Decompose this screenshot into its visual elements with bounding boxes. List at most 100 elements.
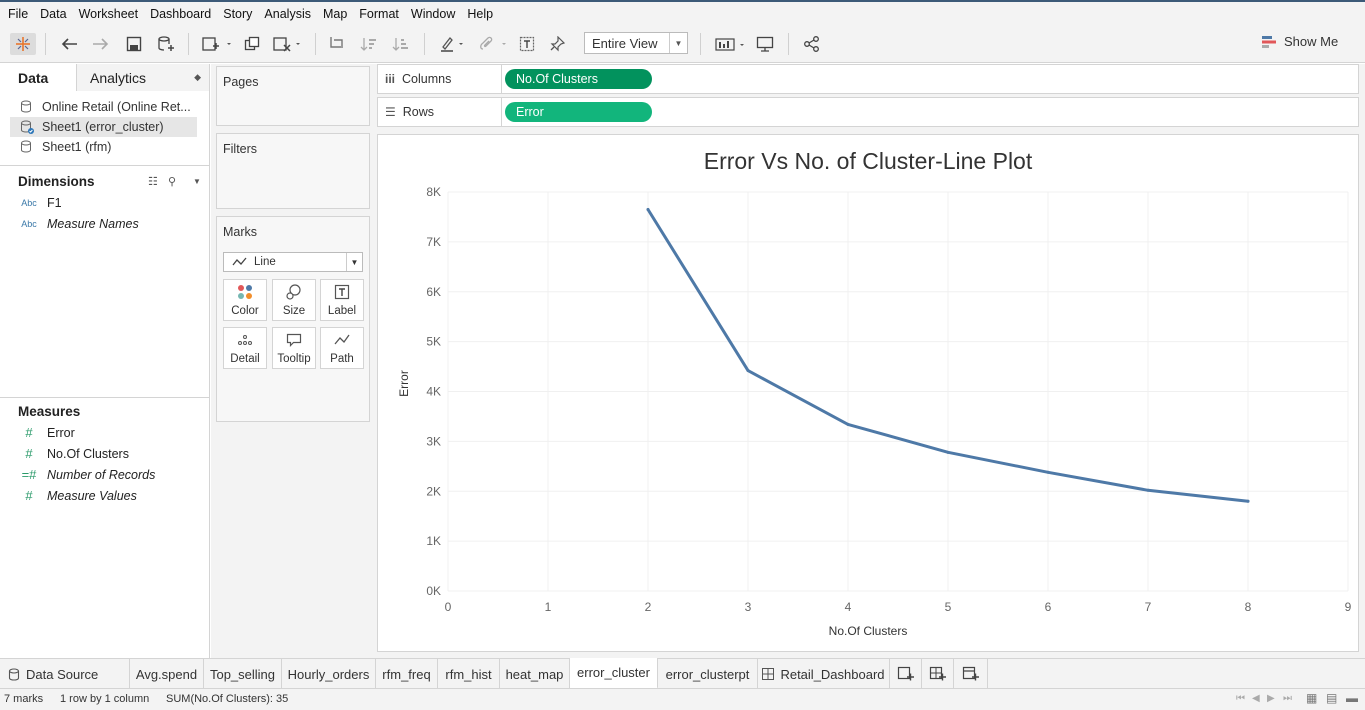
duplicate-sheet-icon[interactable] bbox=[241, 33, 263, 55]
tab-data[interactable]: Data bbox=[0, 64, 77, 91]
add-datasource-icon[interactable] bbox=[155, 33, 177, 55]
tableau-logo-icon[interactable] bbox=[10, 33, 36, 55]
presentation-cards-icon[interactable] bbox=[712, 33, 748, 55]
previous-sheet-icon[interactable]: ◀ bbox=[1252, 693, 1260, 704]
redo-icon[interactable] bbox=[90, 33, 112, 55]
sort-descending-icon[interactable] bbox=[390, 33, 412, 55]
view-canvas[interactable]: Error Vs No. of Cluster-Line Plot 0K 1K 2K 3… bbox=[377, 134, 1359, 652]
show-me-button[interactable]: Show Me bbox=[1262, 34, 1338, 49]
label-button[interactable]: Label bbox=[320, 279, 364, 321]
tabs-view-icon[interactable]: ▬ bbox=[1346, 691, 1358, 705]
dimensions-title: Dimensions bbox=[18, 173, 95, 189]
filmstrip-view-icon[interactable]: ▦ bbox=[1306, 691, 1318, 705]
tab-data-source[interactable]: Data Source bbox=[0, 659, 130, 689]
undo-icon[interactable] bbox=[58, 33, 80, 55]
sheet-tab[interactable]: heat_map bbox=[500, 659, 570, 689]
menu-map[interactable]: Map bbox=[322, 6, 348, 21]
x-tick-label: 4 bbox=[845, 600, 852, 614]
menu-story[interactable]: Story bbox=[223, 6, 253, 21]
datasource-item[interactable]: Sheet1 (rfm) bbox=[0, 137, 209, 157]
first-sheet-icon[interactable]: ⏮ bbox=[1236, 693, 1245, 704]
sort-ascending-icon[interactable] bbox=[358, 33, 380, 55]
dimension-field[interactable]: Abc Measure Names bbox=[0, 213, 209, 234]
tooltip-button[interactable]: Tooltip bbox=[272, 327, 316, 369]
detail-button[interactable]: Detail bbox=[223, 327, 267, 369]
fix-axes-pin-icon[interactable] bbox=[546, 33, 568, 55]
datasource-item[interactable]: Online Retail (Online Ret... bbox=[0, 97, 209, 117]
line-chart: Error Vs No. of Cluster-Line Plot 0K 1K 2K 3… bbox=[397, 148, 1352, 638]
field-name: Number of Records bbox=[47, 467, 156, 482]
columns-shelf[interactable]: iii Columns No.Of Clusters bbox=[377, 64, 1359, 94]
menu-help[interactable]: Help bbox=[467, 6, 494, 21]
sheet-tab-active[interactable]: error_cluster bbox=[570, 658, 658, 689]
last-sheet-icon[interactable]: ⏭ bbox=[1283, 693, 1292, 704]
marks-card: Marks Line ▼ Color Size Label Detail bbox=[216, 216, 370, 422]
sheet-tab[interactable]: rfm_freq bbox=[376, 659, 438, 689]
tab-analytics-label: Analytics bbox=[90, 69, 147, 86]
data-point bbox=[1246, 499, 1250, 503]
new-story-tab-icon[interactable] bbox=[954, 659, 988, 689]
view-toggle-icon[interactable]: ☷ bbox=[148, 175, 158, 188]
color-button[interactable]: Color bbox=[223, 279, 267, 321]
columns-pill[interactable]: No.Of Clusters bbox=[505, 69, 652, 89]
next-sheet-icon[interactable]: ▶ bbox=[1267, 693, 1275, 704]
field-name: Error bbox=[47, 425, 75, 440]
sheet-tab[interactable]: rfm_hist bbox=[438, 659, 500, 689]
datasource-item-active[interactable]: Sheet1 (error_cluster) bbox=[10, 117, 197, 137]
menu-data[interactable]: Data bbox=[40, 6, 67, 21]
presentation-mode-icon[interactable] bbox=[754, 33, 776, 55]
new-worksheet-icon[interactable] bbox=[198, 33, 234, 55]
menu-worksheet[interactable]: Worksheet bbox=[78, 6, 139, 21]
x-tick-label: 3 bbox=[745, 600, 752, 614]
rows-pill[interactable]: Error bbox=[505, 102, 652, 122]
rows-shelf[interactable]: ☰ Rows Error bbox=[377, 97, 1359, 127]
dimension-field[interactable]: Abc F1 bbox=[0, 192, 209, 213]
search-icon[interactable]: ⚲ bbox=[168, 175, 177, 188]
string-type-icon: Abc bbox=[21, 218, 37, 229]
new-dashboard-tab-icon[interactable] bbox=[922, 659, 954, 689]
clear-sheet-icon[interactable] bbox=[270, 33, 304, 55]
menu-dashboard[interactable]: Dashboard bbox=[150, 6, 212, 21]
measure-field[interactable]: # No.Of Clusters bbox=[0, 443, 209, 464]
tab-analytics[interactable]: Analytics ◆ bbox=[77, 64, 209, 91]
swap-rows-columns-icon[interactable] bbox=[326, 33, 348, 55]
new-worksheet-tab-icon[interactable] bbox=[890, 659, 922, 689]
detail-icon bbox=[238, 335, 252, 345]
number-type-icon: # bbox=[25, 488, 33, 503]
filters-card[interactable]: Filters bbox=[216, 133, 370, 209]
share-icon[interactable] bbox=[801, 33, 823, 55]
mark-type-select[interactable]: Line ▼ bbox=[223, 252, 363, 272]
dimensions-menu-icon[interactable]: ▼ bbox=[193, 176, 201, 186]
x-tick-label: 0 bbox=[445, 600, 452, 614]
y-tick-label: 8K bbox=[426, 185, 441, 199]
measure-field[interactable]: =# Number of Records bbox=[0, 464, 209, 485]
menu-window[interactable]: Window bbox=[410, 6, 456, 21]
sheet-tab[interactable]: Avg.spend bbox=[130, 659, 204, 689]
highlight-icon[interactable] bbox=[436, 33, 470, 55]
sheet-sorter-icon[interactable]: ▤ bbox=[1326, 691, 1338, 705]
field-name: Measure Values bbox=[47, 488, 137, 503]
size-button[interactable]: Size bbox=[272, 279, 316, 321]
sheet-tab[interactable]: error_clusterpt bbox=[658, 659, 758, 689]
save-icon[interactable] bbox=[123, 33, 145, 55]
pages-card[interactable]: Pages bbox=[216, 66, 370, 126]
measures-title: Measures bbox=[18, 403, 81, 419]
menu-file[interactable]: File bbox=[8, 6, 29, 21]
menu-format[interactable]: Format bbox=[359, 6, 399, 21]
tab-label: Data Source bbox=[26, 666, 99, 682]
measure-field[interactable]: # Measure Values bbox=[0, 485, 209, 506]
fit-view-select[interactable]: Entire View ▼ bbox=[584, 32, 688, 54]
sheet-tab[interactable]: Hourly_orders bbox=[282, 659, 376, 689]
sheet-tab[interactable]: Top_selling bbox=[204, 659, 282, 689]
pages-title: Pages bbox=[223, 75, 259, 89]
measure-field[interactable]: # Error bbox=[0, 422, 209, 443]
menu-analysis[interactable]: Analysis bbox=[264, 6, 311, 21]
tab-dashboard[interactable]: Retail_Dashboard bbox=[758, 659, 890, 689]
y-axis-label: Error bbox=[397, 370, 411, 397]
show-mark-labels-icon[interactable] bbox=[516, 33, 538, 55]
group-members-icon[interactable] bbox=[474, 33, 510, 55]
status-sum: SUM(No.Of Clusters): 35 bbox=[166, 693, 289, 705]
color-label: Color bbox=[231, 305, 259, 317]
path-button[interactable]: Path bbox=[320, 327, 364, 369]
columns-icon: iii bbox=[385, 72, 396, 86]
